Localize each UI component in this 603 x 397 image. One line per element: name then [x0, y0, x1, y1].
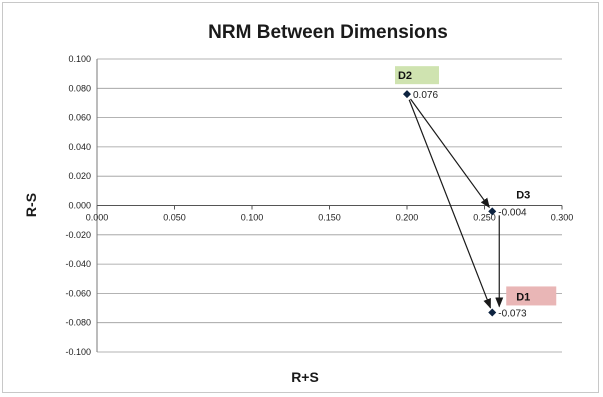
point-d3 — [488, 207, 497, 216]
chart-frame — [2, 2, 599, 393]
x-tick-label-6: 0.300 — [551, 213, 574, 223]
y-tick-label-3: 0.040 — [68, 142, 91, 152]
x-tick-label-0: 0.000 — [86, 213, 109, 223]
x-tick-label-2: 0.100 — [241, 213, 264, 223]
y-tick-label-5: 0.000 — [68, 201, 91, 211]
dimension-label-d3: D3 — [516, 189, 530, 201]
dimension-label-d1: D1 — [516, 291, 530, 303]
y-tick-label-0: 0.100 — [68, 54, 91, 64]
dimension-label-highlights: D2 D3 D1 — [395, 66, 557, 306]
chart-title: NRM Between Dimensions — [208, 22, 448, 43]
x-tick-label-1: 0.050 — [163, 213, 186, 223]
x-tick-label-4: 0.200 — [396, 213, 419, 223]
axes — [96, 59, 563, 352]
dimension-label-d2: D2 — [398, 70, 412, 82]
y-tick-label-2: 0.060 — [68, 113, 91, 123]
y-tick-labels: 0.100 0.080 0.060 0.040 0.020 0.000 -0.020 -0.0… — [65, 54, 91, 357]
relationship-arrows — [408, 98, 504, 309]
point-value-label-d1: -0.073 — [498, 308, 527, 319]
highlight-d2 — [395, 66, 439, 85]
y-tick-label-7: -0.040 — [65, 259, 91, 269]
y-tick-label-9: -0.080 — [65, 318, 91, 328]
y-tick-label-6: -0.020 — [65, 230, 91, 240]
point-value-label-d2: 0.076 — [413, 90, 438, 101]
arrow-d2-to-d1 — [408, 99, 491, 309]
y-tick-label-8: -0.060 — [65, 288, 91, 298]
y-tick-label-1: 0.080 — [68, 83, 91, 93]
x-axis-title: R+S — [291, 369, 319, 385]
x-tick-label-3: 0.150 — [318, 213, 341, 223]
point-value-label-d3: -0.004 — [498, 207, 527, 218]
y-tick-label-10: -0.100 — [65, 347, 91, 357]
grid-lines — [97, 58, 562, 353]
data-points: 0.076 -0.004 -0.073 — [403, 90, 527, 319]
y-tick-label-4: 0.020 — [68, 171, 91, 181]
highlight-d1 — [506, 286, 557, 306]
point-d2 — [403, 90, 411, 99]
y-axis-title: R-S — [23, 193, 39, 217]
arrow-d2-to-d3 — [410, 98, 490, 209]
x-tick-labels: 0.000 0.050 0.100 0.150 0.200 0.250 0.300 — [86, 213, 574, 223]
point-d1 — [488, 308, 497, 317]
x-tick-label-5: 0.250 — [473, 213, 496, 223]
